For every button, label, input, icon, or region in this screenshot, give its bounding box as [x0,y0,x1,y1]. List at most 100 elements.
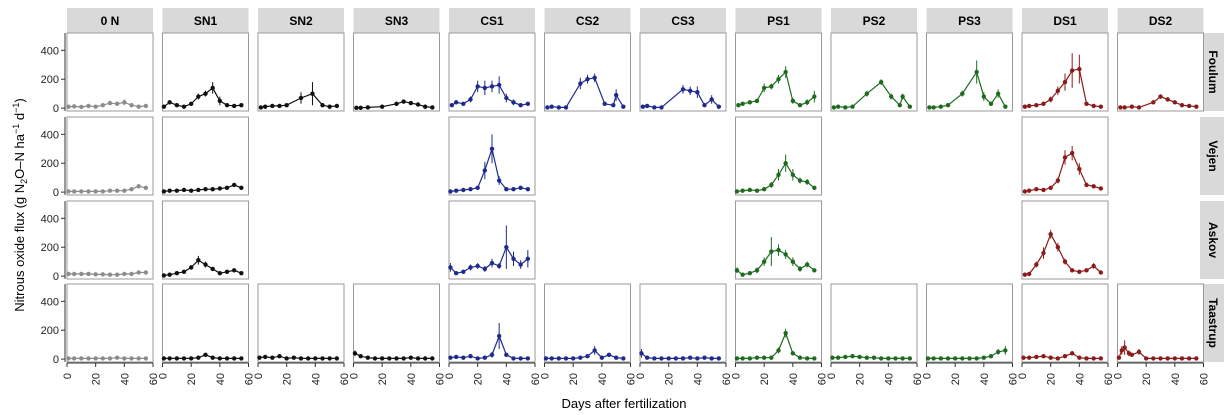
y-tick-label: 400 [41,129,59,141]
data-point [850,104,855,109]
data-point [543,356,549,361]
data-point [776,172,781,177]
x-tick-label: 0 [253,373,265,379]
data-point [804,179,810,185]
data-point [136,184,141,189]
x-tick-label: 20 [1046,373,1058,385]
x-tick-label: 20 [282,373,294,385]
data-point [482,355,488,360]
row-label-askov: Askov [1206,222,1220,258]
data-point [334,356,340,361]
data-point [1026,188,1032,193]
panel-taastrup-sn3 [352,283,440,363]
data-point [1084,101,1089,106]
x-tick-label: 40 [501,373,513,385]
panel-foulum-ps2 [830,32,918,112]
data-point [129,271,134,277]
data-point [504,187,509,192]
data-point [843,354,848,360]
data-point [621,104,626,109]
data-point [143,185,149,190]
panel-frame [1117,32,1204,112]
panel-frame [830,283,918,363]
x-tick-label: 0 [444,373,456,379]
data-point [71,189,77,194]
data-point [1179,356,1185,361]
data-point [482,168,488,173]
x-tick-label: 40 [1170,373,1182,385]
data-point [461,101,466,106]
data-point [327,356,332,361]
panel-vejen-sn1 [161,116,249,196]
data-point [843,105,848,110]
x-tick-label: 40 [883,373,895,385]
data-point [1022,189,1028,194]
panel-foulum-cs3 [639,32,727,112]
panel-frame [735,32,822,112]
data-point [611,103,616,108]
data-point [210,266,215,272]
data-point [448,265,453,270]
data-point [129,356,134,361]
column-label-sn1: SN1 [194,14,218,28]
column-strips: 0 N SN1 SN2 SN3 CS1 CS2 CS3 PS1 PS2 PS3 DS1 DS2 [67,8,1204,33]
data-point [931,356,936,361]
data-point [1022,104,1028,109]
data-point [1069,150,1075,156]
data-point [1048,185,1053,190]
data-point [66,189,71,194]
column-strip-ps2 [831,8,917,33]
data-point [1179,103,1185,108]
data-point [93,104,98,109]
x-tick-label: 60 [1103,373,1115,385]
data-point [1026,355,1032,360]
panel-foulum-cs1 [448,32,536,112]
data-point [114,188,120,193]
data-point [621,356,626,361]
data-point [100,103,106,108]
data-point [100,356,106,361]
data-point [1172,356,1178,361]
data-point [797,355,803,360]
data-point [453,188,459,193]
data-point [1062,155,1068,160]
data-point [644,355,650,360]
column-strip-cs1 [449,8,535,33]
data-point [776,77,781,82]
data-point [702,103,707,108]
data-point [298,356,304,361]
data-point [1034,354,1039,360]
data-point [747,356,753,361]
data-point [1084,356,1089,361]
x-tick-label: 20 [568,373,580,385]
data-point [174,103,180,108]
data-point [181,104,187,109]
row-strip-askov [1200,201,1224,279]
data-point [783,330,788,336]
column-label-ds2: DS2 [1149,14,1173,28]
panel-frame [1021,32,1109,112]
data-point [93,272,98,277]
data-point [835,104,841,109]
data-point [1077,269,1082,274]
data-point [394,356,399,361]
panel-taastrup-cs1 [448,283,536,363]
data-point [1136,349,1142,355]
row-label-foulum: Foulum [1206,50,1220,93]
data-point [453,354,459,360]
column-strip-sn2 [258,8,344,33]
data-point [1077,166,1082,172]
data-point [504,95,509,101]
panel-askov-cs1 [448,200,536,280]
data-point [448,355,453,360]
data-point [1048,97,1053,102]
data-point [761,187,767,192]
x-tick-label: 0 [1017,373,1029,379]
data-point [938,104,944,109]
x-tick-label: 60 [530,373,542,385]
data-point [475,185,480,190]
data-point [1021,355,1026,360]
data-point [107,100,113,106]
data-point [174,188,180,193]
data-point [1026,103,1032,109]
